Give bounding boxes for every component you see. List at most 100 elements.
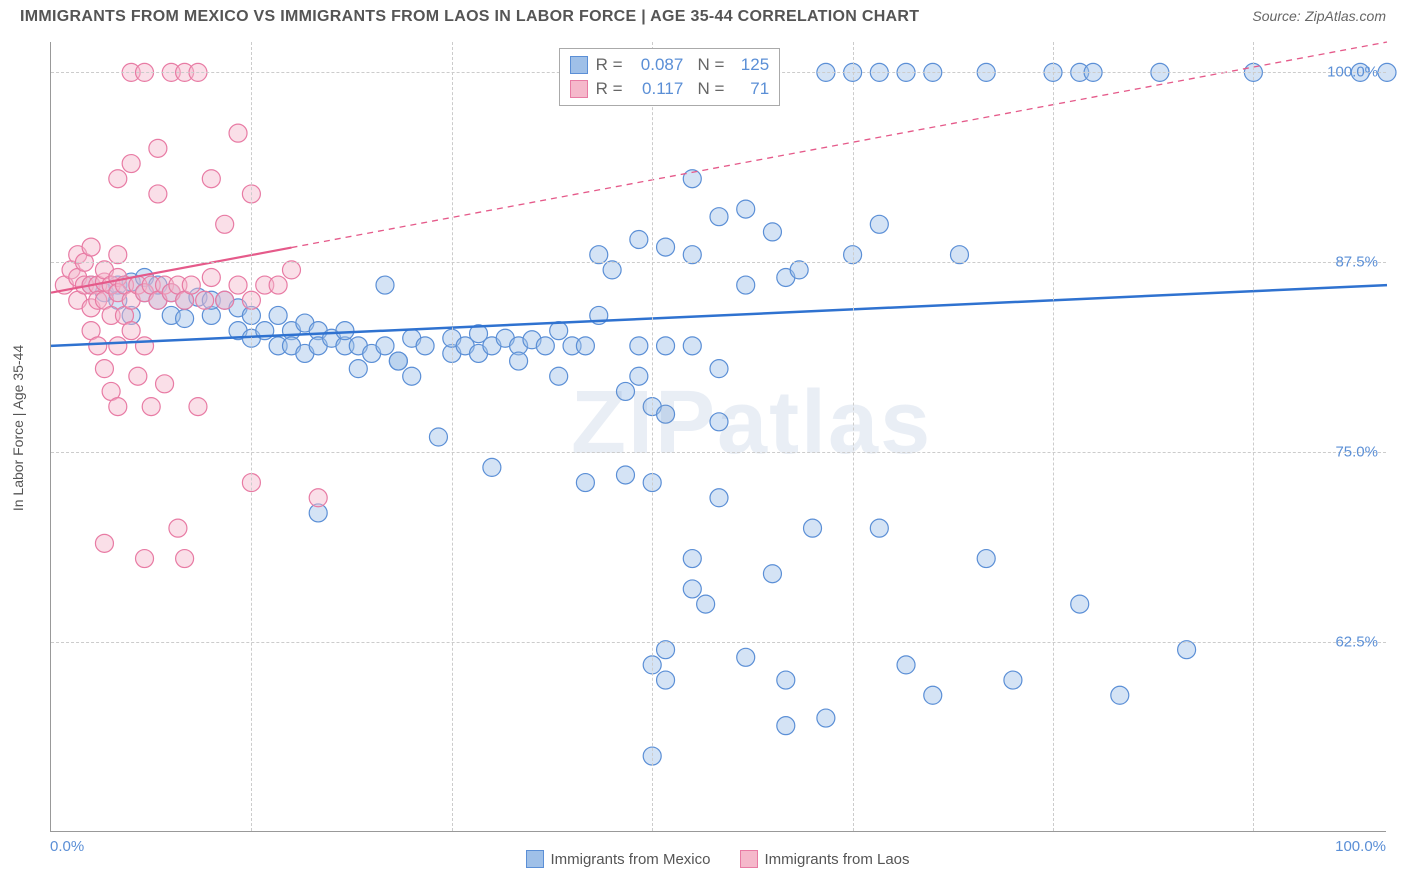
data-point: [202, 170, 220, 188]
data-point: [683, 550, 701, 568]
data-point: [710, 208, 728, 226]
data-point: [616, 382, 634, 400]
gridline-vertical: [853, 42, 854, 831]
data-point: [777, 671, 795, 689]
correlation-legend-row: R = 0.117 N = 71: [570, 77, 769, 101]
data-point: [269, 276, 287, 294]
gridline-vertical: [652, 42, 653, 831]
data-point: [977, 550, 995, 568]
data-point: [109, 246, 127, 264]
data-point: [630, 367, 648, 385]
data-point: [737, 276, 755, 294]
legend-item: Immigrants from Mexico: [526, 850, 710, 868]
data-point: [804, 519, 822, 537]
legend-item: Immigrants from Laos: [740, 850, 909, 868]
data-point: [710, 489, 728, 507]
data-point: [763, 565, 781, 583]
data-point: [683, 337, 701, 355]
gridline-vertical: [251, 42, 252, 831]
data-point: [202, 268, 220, 286]
series-legend: Immigrants from Mexico Immigrants from La…: [50, 850, 1386, 868]
data-point: [897, 656, 915, 674]
data-point: [536, 337, 554, 355]
data-point: [616, 466, 634, 484]
data-point: [216, 291, 234, 309]
gridline-vertical: [1253, 42, 1254, 831]
data-point: [196, 291, 214, 309]
data-point: [149, 139, 167, 157]
data-point: [1071, 595, 1089, 613]
legend-swatch: [740, 850, 758, 868]
y-tick-label: 100.0%: [1327, 64, 1378, 81]
data-point: [142, 398, 160, 416]
data-point: [683, 246, 701, 264]
y-tick-label: 87.5%: [1335, 254, 1378, 271]
data-point: [576, 474, 594, 492]
data-point: [95, 360, 113, 378]
data-point: [136, 337, 154, 355]
data-point: [229, 276, 247, 294]
data-point: [403, 367, 421, 385]
data-point: [777, 717, 795, 735]
correlation-text: R = 0.117 N = 71: [596, 77, 769, 101]
legend-label: Immigrants from Laos: [764, 851, 909, 868]
y-axis-title: In Labor Force | Age 35-44: [10, 345, 26, 511]
legend-swatch: [570, 80, 588, 98]
data-point: [82, 238, 100, 256]
data-point: [737, 200, 755, 218]
data-point: [697, 595, 715, 613]
data-point: [176, 550, 194, 568]
source-name: ZipAtlas.com: [1305, 8, 1386, 24]
correlation-text: R = 0.087 N = 125: [596, 53, 769, 77]
data-point: [89, 337, 107, 355]
data-point: [169, 519, 187, 537]
data-point: [550, 367, 568, 385]
data-point: [950, 246, 968, 264]
data-point: [510, 352, 528, 370]
data-point: [790, 261, 808, 279]
data-point: [109, 170, 127, 188]
data-point: [282, 261, 300, 279]
data-point: [657, 405, 675, 423]
data-point: [590, 246, 608, 264]
data-point: [122, 322, 140, 340]
data-point: [376, 337, 394, 355]
chart-title: IMMIGRANTS FROM MEXICO VS IMMIGRANTS FRO…: [20, 8, 919, 26]
data-point: [182, 276, 200, 294]
data-point: [156, 375, 174, 393]
data-point: [1178, 641, 1196, 659]
legend-swatch: [570, 56, 588, 74]
y-tick-label: 62.5%: [1335, 634, 1378, 651]
y-tick-label: 75.0%: [1335, 444, 1378, 461]
legend-swatch: [526, 850, 544, 868]
data-point: [550, 322, 568, 340]
data-point: [136, 550, 154, 568]
data-point: [630, 337, 648, 355]
data-point: [657, 337, 675, 355]
data-point: [149, 185, 167, 203]
correlation-legend-box: R = 0.087 N = 125R = 0.117 N = 71: [559, 48, 780, 106]
data-point: [109, 398, 127, 416]
data-point: [229, 124, 247, 142]
data-point: [924, 686, 942, 704]
data-point: [309, 489, 327, 507]
data-point: [269, 306, 287, 324]
data-point: [376, 276, 394, 294]
data-point: [817, 709, 835, 727]
data-point: [349, 360, 367, 378]
correlation-legend-row: R = 0.087 N = 125: [570, 53, 769, 77]
data-point: [1004, 671, 1022, 689]
data-point: [683, 580, 701, 598]
data-point: [122, 155, 140, 173]
source-attribution: Source: ZipAtlas.com: [1252, 8, 1386, 26]
data-point: [603, 261, 621, 279]
data-point: [129, 367, 147, 385]
data-point: [657, 641, 675, 659]
data-point: [657, 671, 675, 689]
data-point: [763, 223, 781, 241]
data-point: [176, 310, 194, 328]
gridline-vertical: [1053, 42, 1054, 831]
data-point: [630, 231, 648, 249]
data-point: [737, 648, 755, 666]
data-point: [657, 238, 675, 256]
